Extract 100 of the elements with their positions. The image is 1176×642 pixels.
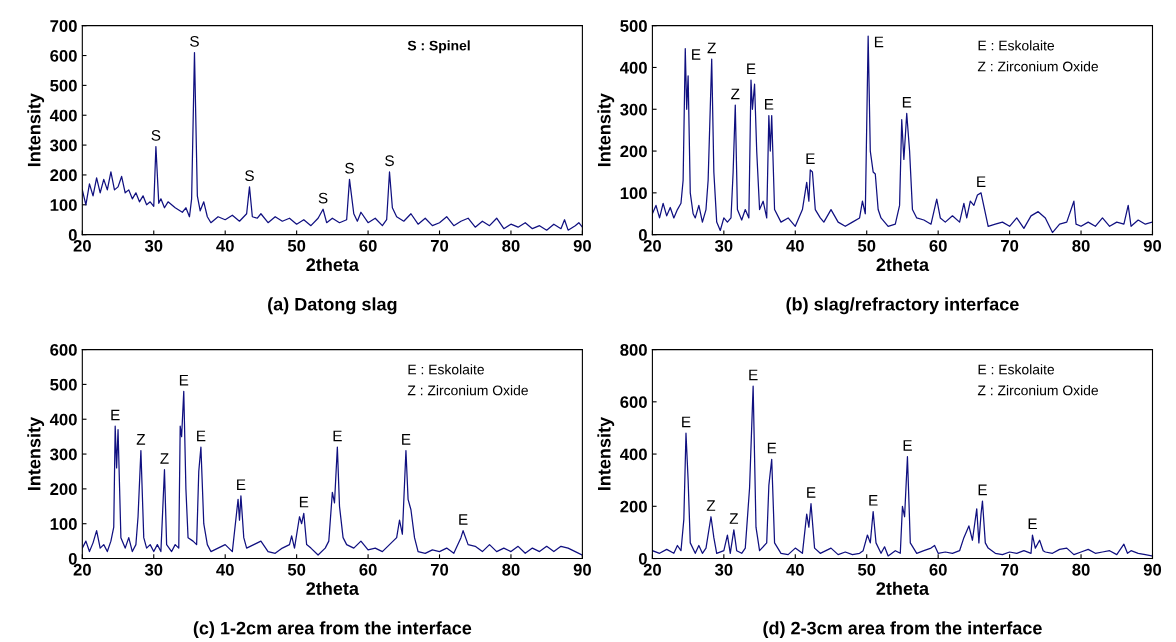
- x-tick-label: 80: [1072, 563, 1090, 576]
- annotation: E: [806, 153, 815, 164]
- annotation: Z : Zirconium Oxide: [977, 61, 1099, 72]
- annotation: S: [318, 192, 328, 204]
- annotation: E: [459, 514, 468, 525]
- x-tick-label: 60: [359, 563, 377, 576]
- x-tick-label: 70: [1001, 563, 1019, 576]
- y-tick-label: 0: [638, 552, 647, 565]
- x-tick-label: 70: [1001, 239, 1019, 252]
- annotation: E: [747, 63, 756, 75]
- y-tick-label: 500: [50, 79, 77, 92]
- annotation: E: [874, 36, 884, 48]
- y-tick-label: 800: [620, 343, 647, 356]
- annotation: S: [385, 155, 394, 167]
- annotation: E: [402, 434, 411, 445]
- text: (d) 2-3cm area from the interface: [763, 621, 1042, 639]
- x-tick-label: 90: [1143, 239, 1162, 252]
- y-tick-label: 700: [50, 20, 77, 32]
- annotation: S: [190, 35, 199, 47]
- y-tick-label: 200: [620, 145, 647, 158]
- annotation: E: [1028, 518, 1037, 530]
- annotation: Z : Zirconium Oxide: [977, 385, 1099, 396]
- x-tick-label: 20: [73, 239, 91, 252]
- y-tick-label: 300: [50, 448, 77, 461]
- annotation: E: [333, 430, 342, 442]
- x-tick-label: 50: [287, 563, 306, 576]
- x-axis-title: 2theta: [306, 581, 360, 595]
- x-tick-label: 50: [287, 239, 306, 252]
- x-tick-label: 50: [857, 239, 876, 252]
- annotation: E: [237, 479, 246, 490]
- text: (c) 1-2cm area from the interface: [193, 621, 472, 639]
- x-tick-label: 20: [73, 563, 91, 576]
- y-tick-label: 100: [50, 199, 77, 211]
- x-tick-label: 50: [857, 563, 876, 576]
- text: (a) Datong slag: [268, 297, 397, 315]
- y-tick-label: 600: [50, 49, 77, 62]
- x-axis-title: 2theta: [876, 581, 930, 595]
- annotation: E : Eskolaite: [408, 364, 484, 375]
- y-tick-label: 300: [50, 139, 77, 152]
- annotation: E: [749, 369, 758, 381]
- annotation: Z: [160, 453, 169, 464]
- annotation: E: [765, 99, 774, 110]
- x-tick-label: 30: [144, 563, 163, 576]
- x-tick-label: 30: [714, 563, 733, 576]
- annotation: S: [245, 170, 254, 182]
- y-tick-label: 600: [50, 343, 77, 356]
- annotation: E: [807, 487, 816, 498]
- x-tick-label: 80: [502, 239, 520, 252]
- annotation: S : Spinel: [407, 40, 470, 54]
- x-tick-label: 90: [573, 239, 591, 252]
- y-tick-label: 300: [620, 103, 647, 116]
- x-tick-label: 60: [929, 239, 947, 252]
- x-tick-label: 70: [430, 563, 449, 576]
- x-tick-label: 80: [1072, 239, 1090, 252]
- y-axis-title: Intensity: [597, 93, 615, 167]
- annotation: E: [978, 484, 987, 496]
- annotation: Z : Zirconium Oxide: [407, 385, 528, 396]
- annotation: E: [197, 430, 206, 442]
- y-tick-label: 400: [49, 109, 77, 122]
- annotation: E: [179, 374, 189, 386]
- annotation: E : Eskolaite: [978, 40, 1055, 51]
- y-tick-label: 600: [620, 396, 647, 409]
- x-tick-label: 40: [216, 239, 234, 252]
- annotation: E: [692, 49, 701, 60]
- x-tick-label: 90: [573, 563, 591, 576]
- y-tick-label: 0: [68, 229, 77, 241]
- x-tick-label: 60: [359, 239, 377, 252]
- annotation: Z: [731, 88, 740, 100]
- y-tick-label: 100: [620, 187, 647, 200]
- y-tick-label: 200: [620, 500, 647, 513]
- y-tick-label: 0: [638, 229, 647, 241]
- x-axis-title: 2theta: [876, 257, 930, 272]
- y-tick-label: 500: [50, 378, 77, 391]
- annotation: E: [903, 440, 912, 451]
- y-tick-label: 200: [50, 169, 77, 182]
- annotation: E: [977, 176, 986, 187]
- x-tick-label: 20: [643, 239, 661, 252]
- y-axis-title: Intensity: [597, 417, 615, 490]
- y-tick-label: 200: [50, 483, 77, 496]
- annotation: E: [869, 495, 878, 506]
- y-axis-title: Intensity: [27, 417, 45, 490]
- annotation: E: [299, 496, 309, 508]
- annotation: E: [111, 409, 120, 421]
- y-tick-label: 400: [619, 448, 647, 461]
- annotation: E: [767, 442, 777, 454]
- annotation: Z: [707, 42, 716, 54]
- x-axis-title: 2theta: [306, 257, 360, 272]
- x-tick-label: 70: [430, 239, 449, 252]
- annotation: Z: [729, 513, 739, 524]
- x-tick-label: 30: [144, 239, 163, 252]
- annotation: Z: [136, 434, 146, 445]
- x-tick-label: 90: [1143, 563, 1162, 576]
- x-tick-label: 40: [786, 239, 804, 252]
- annotation: E: [682, 416, 691, 428]
- y-tick-label: 0: [68, 552, 77, 565]
- x-tick-label: 20: [643, 563, 661, 576]
- y-tick-label: 100: [50, 518, 77, 530]
- y-tick-label: 400: [49, 413, 77, 426]
- annotation: S: [151, 129, 161, 141]
- x-tick-label: 80: [502, 563, 520, 576]
